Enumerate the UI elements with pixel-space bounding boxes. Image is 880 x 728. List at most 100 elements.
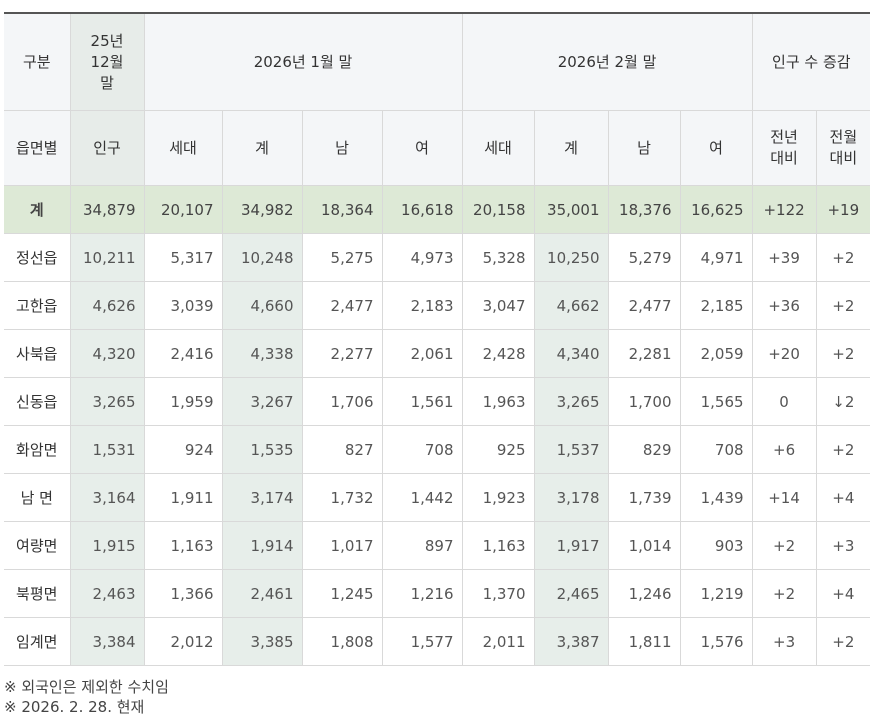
header-jan-2026: 2026년 1월 말 (143, 13, 463, 111)
jan-female-cell: 1,442 (381, 473, 463, 522)
header-feb-total: 계 (533, 110, 609, 186)
footnote-foreigners: ※ 외국인은 제외한 수치임 (4, 678, 169, 696)
header-population: 인구 (69, 110, 145, 186)
header-change: 인구 수 증감 (751, 13, 871, 111)
population-table-container: 구분 25년 12월 말 2026년 1월 말 2026년 2월 말 인구 수 … (4, 12, 871, 666)
jan-households-cell: 20,107 (143, 185, 223, 234)
jan-households-cell: 1,911 (143, 473, 223, 522)
mom-change-cell: +2 (815, 425, 871, 474)
district-name-cell: 여량면 (4, 521, 71, 570)
feb-households-cell: 1,923 (461, 473, 535, 522)
feb-female-cell: 1,576 (679, 617, 753, 666)
feb-households-cell: 1,963 (461, 377, 535, 426)
feb-female-cell: 1,439 (679, 473, 753, 522)
feb-male-cell: 1,246 (607, 569, 681, 618)
dec-population-cell: 10,211 (69, 233, 145, 282)
dec-population-cell: 4,320 (69, 329, 145, 378)
jan-female-cell: 897 (381, 521, 463, 570)
district-name-cell: 화암면 (4, 425, 71, 474)
table-row: 고한읍 4,626 3,039 4,660 2,477 2,183 3,047 4,662 2,… (4, 281, 871, 330)
footnotes: ※ 외국인은 제외한 수치임 ※ 2026. 2. 28. 현재 (4, 677, 169, 717)
jan-male-cell: 2,477 (301, 281, 383, 330)
jan-male-cell: 1,017 (301, 521, 383, 570)
yoy-change-cell: +36 (751, 281, 817, 330)
district-name-cell: 북평면 (4, 569, 71, 618)
feb-total-cell: 1,917 (533, 521, 609, 570)
feb-households-cell: 1,370 (461, 569, 535, 618)
feb-male-cell: 1,811 (607, 617, 681, 666)
district-name-cell: 고한읍 (4, 281, 71, 330)
header-mom-line1: 전월 (829, 128, 858, 146)
jan-households-cell: 1,366 (143, 569, 223, 618)
jan-total-cell: 1,535 (221, 425, 303, 474)
jan-total-cell: 3,385 (221, 617, 303, 666)
header-feb-households: 세대 (461, 110, 535, 186)
yoy-change-cell: +20 (751, 329, 817, 378)
table-row: 여량면 1,915 1,163 1,914 1,017 897 1,163 1,917 1,01… (4, 521, 871, 570)
header-dec-line1: 25년 (90, 31, 124, 50)
header-dec-2025: 25년 12월 말 (69, 13, 145, 111)
feb-total-cell: 4,340 (533, 329, 609, 378)
feb-households-cell: 925 (461, 425, 535, 474)
feb-total-cell: 3,387 (533, 617, 609, 666)
feb-male-cell: 829 (607, 425, 681, 474)
feb-total-cell: 3,178 (533, 473, 609, 522)
jan-households-cell: 5,317 (143, 233, 223, 282)
feb-households-cell: 1,163 (461, 521, 535, 570)
footnote-date: ※ 2026. 2. 28. 현재 (4, 698, 145, 716)
mom-change-cell: ↓2 (815, 377, 871, 426)
district-name-cell: 계 (4, 185, 71, 234)
feb-female-cell: 16,625 (679, 185, 753, 234)
feb-total-cell: 3,265 (533, 377, 609, 426)
jan-male-cell: 1,706 (301, 377, 383, 426)
jan-female-cell: 2,183 (381, 281, 463, 330)
dec-population-cell: 34,879 (69, 185, 145, 234)
table-header: 구분 25년 12월 말 2026년 1월 말 2026년 2월 말 인구 수 … (4, 13, 871, 186)
jan-female-cell: 1,561 (381, 377, 463, 426)
header-dec-line3: 말 (100, 73, 114, 92)
feb-female-cell: 1,565 (679, 377, 753, 426)
jan-total-cell: 3,174 (221, 473, 303, 522)
table-row: 정선읍 10,211 5,317 10,248 5,275 4,973 5,328 10,25… (4, 233, 871, 282)
header-mom: 전월 대비 (815, 110, 871, 186)
district-name-cell: 남 면 (4, 473, 71, 522)
header-jan-male: 남 (301, 110, 383, 186)
jan-female-cell: 1,216 (381, 569, 463, 618)
mom-change-cell: +2 (815, 233, 871, 282)
feb-male-cell: 1,700 (607, 377, 681, 426)
jan-households-cell: 2,012 (143, 617, 223, 666)
jan-total-cell: 3,267 (221, 377, 303, 426)
table-row-total: 계 34,879 20,107 34,982 18,364 16,618 20,158 35,… (4, 185, 871, 234)
feb-households-cell: 2,011 (461, 617, 535, 666)
yoy-change-cell: +3 (751, 617, 817, 666)
jan-female-cell: 2,061 (381, 329, 463, 378)
yoy-change-cell: +122 (751, 185, 817, 234)
feb-female-cell: 1,219 (679, 569, 753, 618)
dec-population-cell: 2,463 (69, 569, 145, 618)
header-yoy-line1: 전년 (770, 128, 798, 146)
header-jan-female: 여 (381, 110, 463, 186)
mom-change-cell: +3 (815, 521, 871, 570)
jan-households-cell: 1,959 (143, 377, 223, 426)
jan-households-cell: 2,416 (143, 329, 223, 378)
jan-female-cell: 708 (381, 425, 463, 474)
feb-total-cell: 2,465 (533, 569, 609, 618)
header-mom-line2: 대비 (829, 149, 858, 167)
jan-total-cell: 2,461 (221, 569, 303, 618)
mom-change-cell: +19 (815, 185, 871, 234)
feb-male-cell: 1,739 (607, 473, 681, 522)
feb-female-cell: 2,059 (679, 329, 753, 378)
table-row: 임계면 3,384 2,012 3,385 1,808 1,577 2,011 3,387 1,… (4, 617, 871, 666)
mom-change-cell: +4 (815, 569, 871, 618)
table-body: 계 34,879 20,107 34,982 18,364 16,618 20,158 35,… (4, 185, 871, 666)
header-dec-line2: 12월 (90, 52, 124, 71)
dec-population-cell: 3,164 (69, 473, 145, 522)
jan-male-cell: 1,808 (301, 617, 383, 666)
jan-households-cell: 3,039 (143, 281, 223, 330)
mom-change-cell: +2 (815, 329, 871, 378)
yoy-change-cell: +2 (751, 521, 817, 570)
jan-female-cell: 1,577 (381, 617, 463, 666)
feb-households-cell: 5,328 (461, 233, 535, 282)
yoy-change-cell: +2 (751, 569, 817, 618)
feb-female-cell: 708 (679, 425, 753, 474)
